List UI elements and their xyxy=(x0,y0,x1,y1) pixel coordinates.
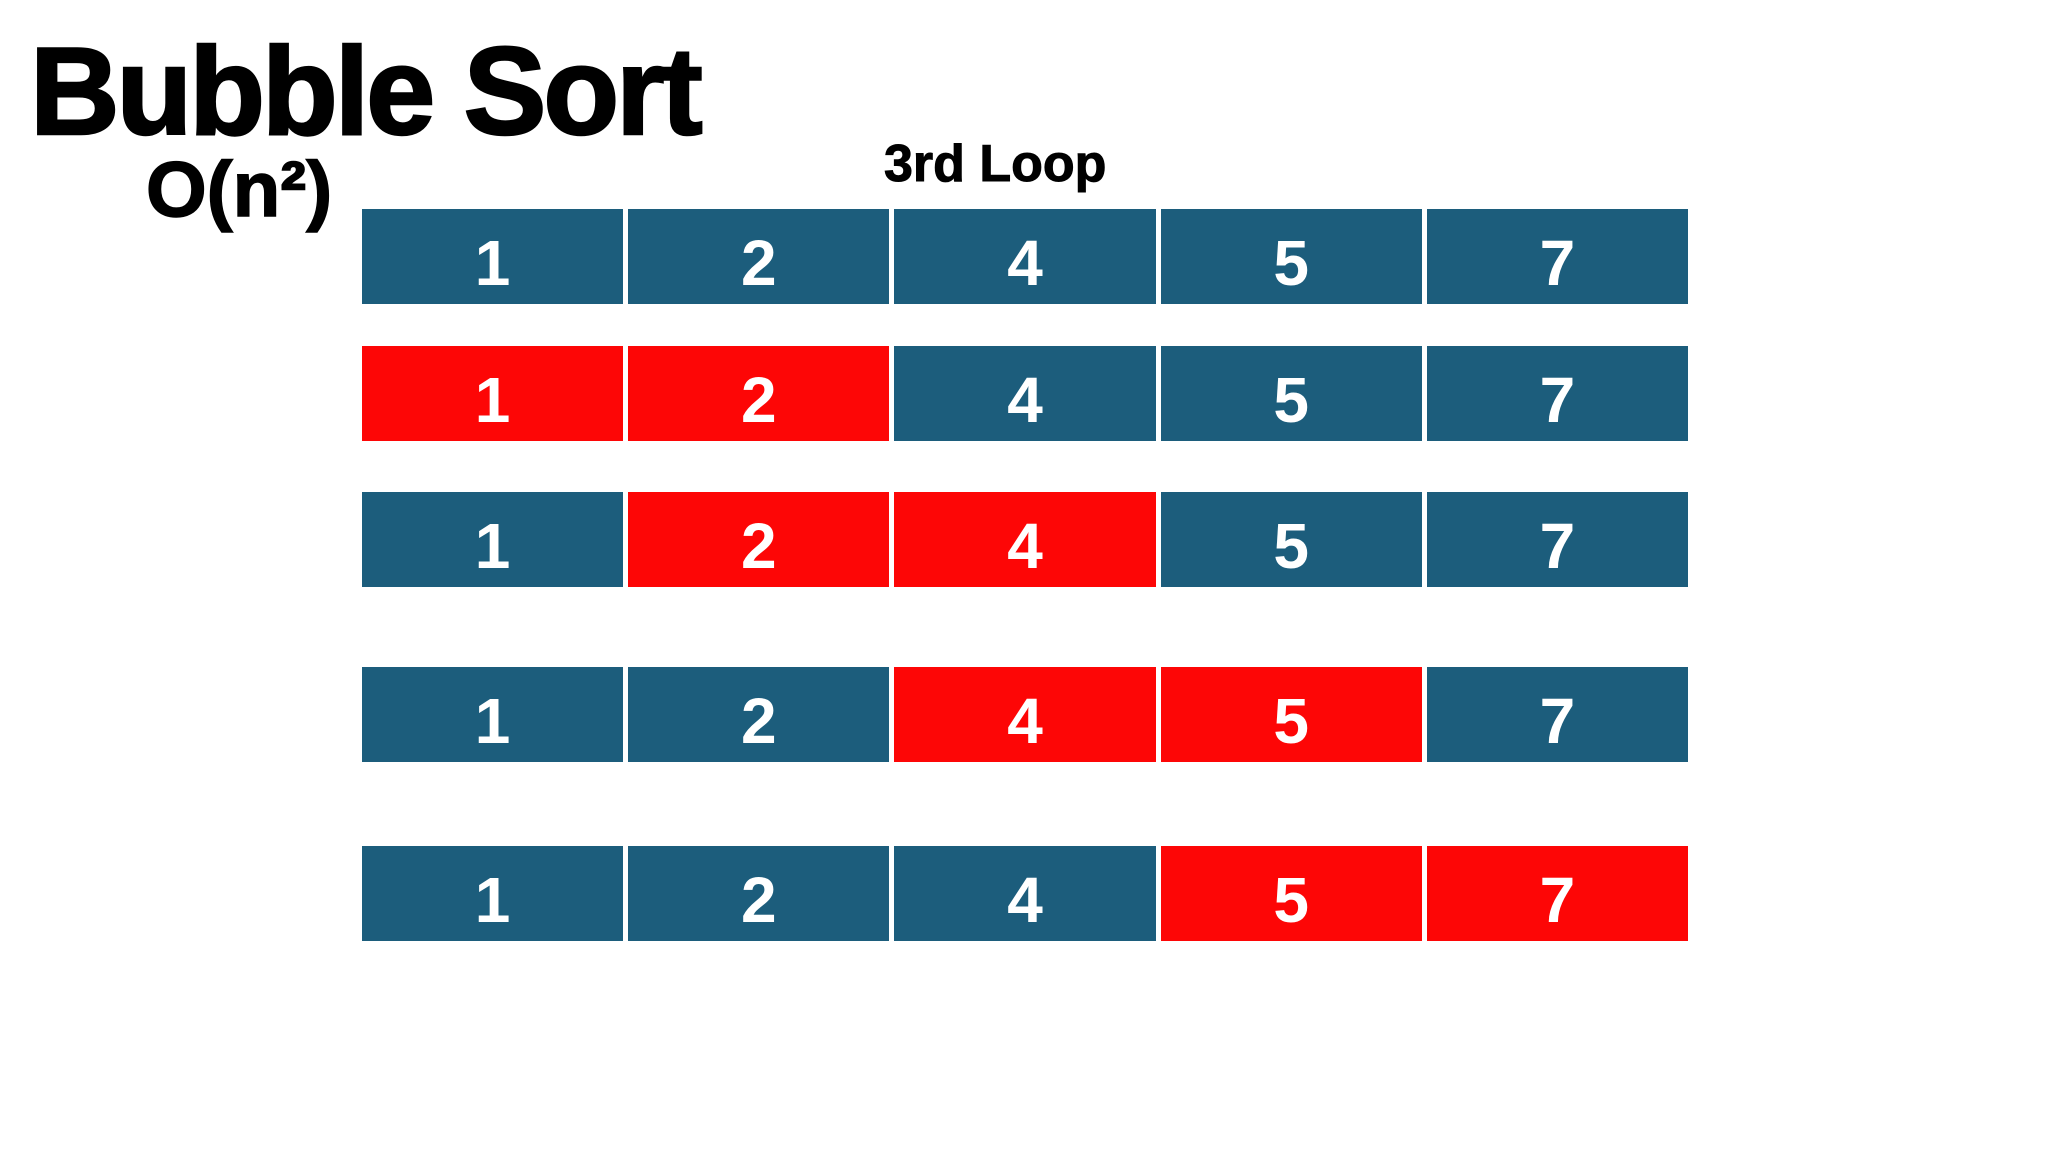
array-cell: 2 xyxy=(628,346,890,441)
array-cell: 1 xyxy=(362,846,624,941)
array-cell: 7 xyxy=(1426,346,1689,441)
array-cell: 1 xyxy=(362,346,624,441)
array-cell: 7 xyxy=(1426,846,1689,941)
array-cell: 5 xyxy=(1160,346,1422,441)
loop-label: 3rd Loop xyxy=(883,135,1107,193)
array-cell: 4 xyxy=(894,492,1156,587)
array-cell: 4 xyxy=(894,346,1156,441)
array-cell: 2 xyxy=(628,209,890,304)
array-cell: 7 xyxy=(1426,492,1689,587)
array-cell: 2 xyxy=(628,492,890,587)
array-row-1: 1 2 4 5 7 xyxy=(362,209,1689,304)
array-row-5: 1 2 4 5 7 xyxy=(362,846,1689,941)
array-cell: 5 xyxy=(1160,846,1422,941)
array-row-2: 1 2 4 5 7 xyxy=(362,346,1689,441)
array-row-4: 1 2 4 5 7 xyxy=(362,667,1689,762)
array-row-3: 1 2 4 5 7 xyxy=(362,492,1689,587)
array-cell: 4 xyxy=(894,667,1156,762)
array-cell: 5 xyxy=(1160,667,1422,762)
array-cell: 1 xyxy=(362,492,624,587)
array-cell: 1 xyxy=(362,667,624,762)
array-cell: 7 xyxy=(1426,667,1689,762)
array-cell: 5 xyxy=(1160,492,1422,587)
array-cell: 4 xyxy=(894,209,1156,304)
page-title: Bubble Sort xyxy=(29,23,704,161)
complexity-label: O(n²) xyxy=(145,145,333,233)
array-cell: 1 xyxy=(362,209,624,304)
array-cell: 7 xyxy=(1426,209,1689,304)
array-cell: 4 xyxy=(894,846,1156,941)
array-cell: 2 xyxy=(628,846,890,941)
array-cell: 5 xyxy=(1160,209,1422,304)
array-cell: 2 xyxy=(628,667,890,762)
